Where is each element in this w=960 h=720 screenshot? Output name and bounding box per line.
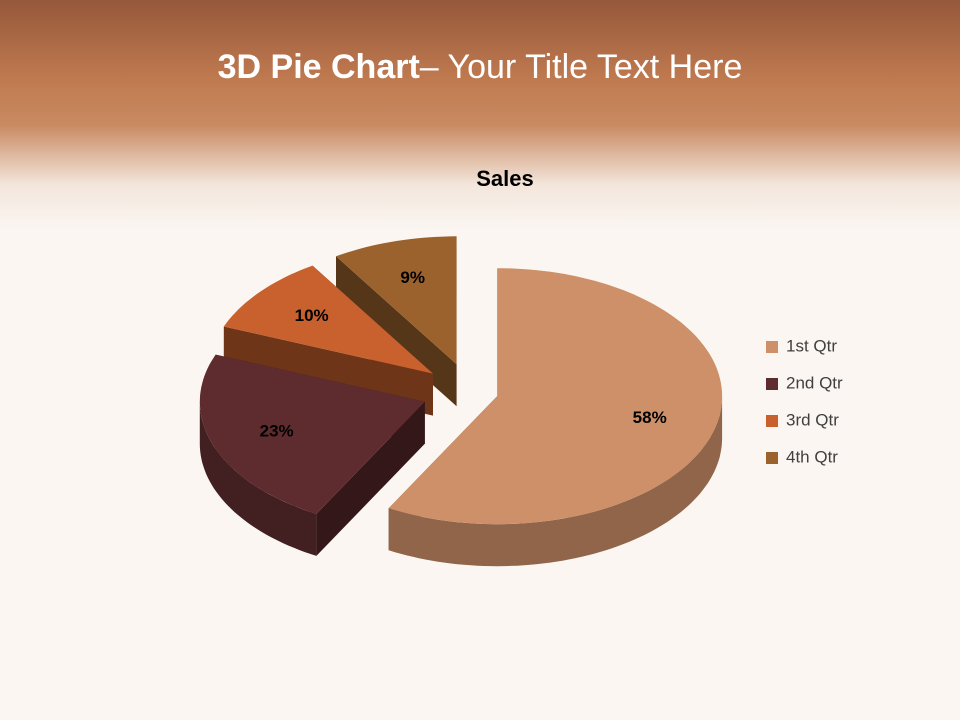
slice-wall xyxy=(316,401,425,556)
data-label: 23% xyxy=(260,422,294,441)
slice-side xyxy=(199,401,317,556)
legend-swatch xyxy=(766,452,778,464)
data-label: 9% xyxy=(400,268,425,287)
legend-swatch xyxy=(766,378,778,390)
legend-swatch xyxy=(766,415,778,427)
slide-title: 3D Pie Chart– Your Title Text Here xyxy=(0,48,960,87)
legend-label: 4th Qtr xyxy=(786,447,838,466)
legend-label: 2nd Qtr xyxy=(786,373,843,392)
title-rest: – Your Title Text Here xyxy=(419,48,743,86)
legend-label: 3rd Qtr xyxy=(786,410,839,429)
slice-top xyxy=(199,354,425,514)
slice-top xyxy=(388,268,723,525)
legend-swatch xyxy=(766,341,778,353)
legend-label: 1st Qtr xyxy=(786,336,837,355)
title-bold: 3D Pie Chart xyxy=(217,48,420,86)
chart-title: Sales xyxy=(476,166,534,191)
slice-side xyxy=(388,396,723,567)
pie-slice xyxy=(199,354,425,556)
slice-top xyxy=(223,265,433,374)
data-label: 58% xyxy=(633,408,667,427)
pie-slice xyxy=(388,268,723,567)
data-label: 10% xyxy=(295,306,329,325)
slice-top xyxy=(336,236,457,365)
